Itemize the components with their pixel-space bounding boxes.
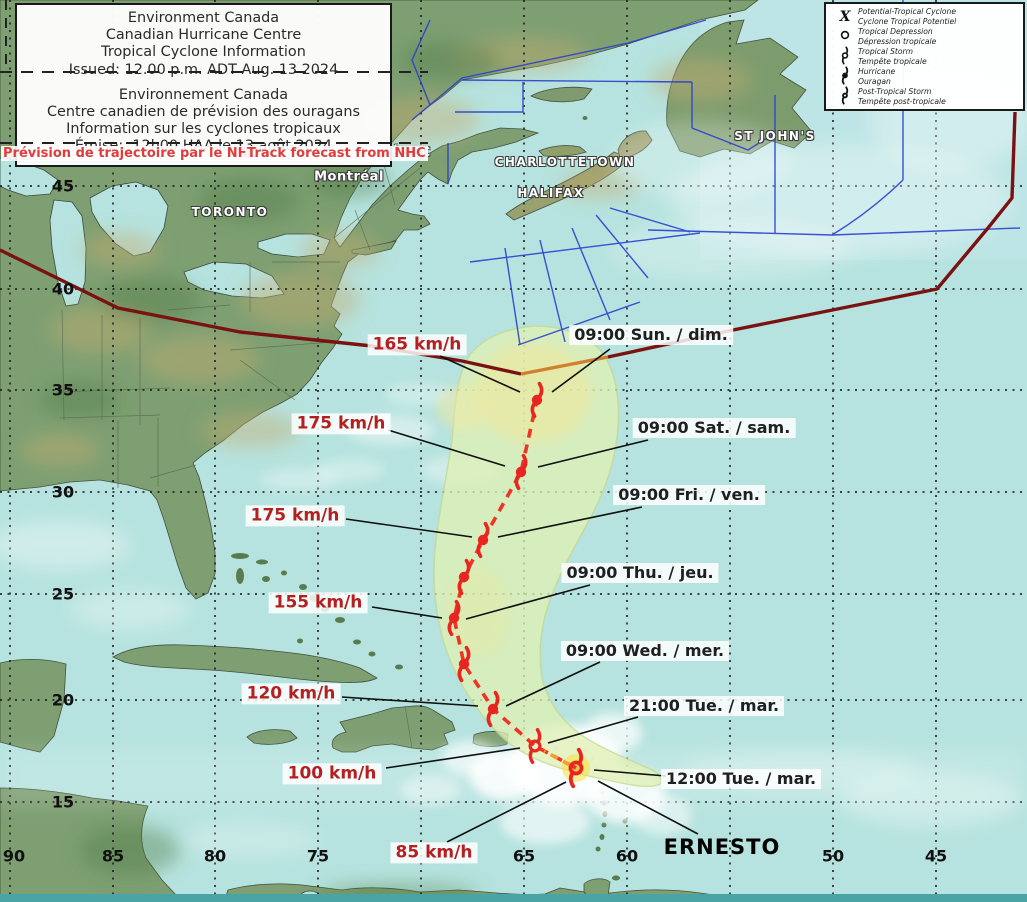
lon-label-50: 50: [821, 846, 845, 866]
info-box-english: Environment Canada Canadian Hurricane Ce…: [17, 5, 390, 79]
time-label-fri: 09:00 Fri. / ven.: [613, 485, 765, 505]
legend-item-text: Potential-Tropical Cyclone Cyclone Tropic…: [858, 7, 957, 26]
time-label-tue12: 12:00 Tue. / mar.: [660, 769, 822, 789]
divider-dash-bottom: [0, 142, 428, 144]
legend-item-post-tropical-storm: Post-Tropical Storm Tempête post-tropical…: [832, 85, 1023, 109]
lon-label-85: 85: [101, 846, 125, 866]
cone-inner-wind-field: [436, 343, 591, 658]
time-label-wed: 09:00 Wed. / mer.: [560, 641, 730, 661]
legend-item-text: Post-Tropical Storm Tempête post-tropical…: [858, 87, 946, 106]
lon-label-65: 65: [512, 846, 536, 866]
hurricane-icon: [832, 65, 858, 89]
info-box-french: Environnement Canada Centre canadien de …: [17, 79, 390, 156]
tropical-depression-icon: [832, 27, 858, 47]
political-borders: [59, 149, 421, 749]
agency-name-fr: Environnement Canada: [118, 86, 289, 103]
legend-item-tropical-depression: Tropical Depression Dépression tropicale: [832, 27, 1023, 47]
lon-label-80: 80: [203, 846, 227, 866]
map-bottom-strip: [0, 894, 1027, 902]
city-label-toronto: TORONTO: [191, 205, 269, 219]
time-label-sat: 09:00 Sat. / sam.: [632, 418, 796, 438]
legend-item-text: Tropical Storm Tempête tropicale: [858, 47, 927, 66]
time-label-tue21: 21:00 Tue. / mar.: [623, 696, 785, 716]
edge-dash-left: [5, 0, 7, 66]
post-tropical-storm-icon: [832, 85, 858, 109]
wind-label-fri: 175 km/h: [245, 505, 345, 527]
label-pointer-lines: [341, 348, 699, 843]
lon-label-90: 90: [2, 846, 26, 866]
agency-name-en: Environment Canada: [127, 10, 280, 26]
legend-item-text: Tropical Depression Dépression tropicale: [858, 27, 937, 46]
divider-dash-top: [0, 71, 428, 73]
potential-tropical-cyclone-icon: X: [839, 9, 851, 25]
lat-label-15: 15: [51, 792, 75, 812]
tropical-storm-icon: [832, 45, 858, 69]
city-label-montreal: Montréal: [314, 169, 384, 185]
lon-label-45: 45: [924, 846, 948, 866]
city-label-halifax: HALIFAX: [517, 186, 585, 200]
cuba: [112, 644, 378, 683]
lat-label-25: 25: [51, 584, 75, 604]
lat-label-35: 35: [51, 380, 75, 400]
lat-label-20: 20: [51, 690, 75, 710]
time-label-thu: 09:00 Thu. / jeu.: [561, 563, 719, 583]
centre-name-en: Canadian Hurricane Centre: [105, 27, 302, 44]
nhc-note-en: Track forecast from NHC: [245, 146, 428, 161]
legend-item-tropical-storm: Tropical Storm Tempête tropicale: [832, 45, 1023, 69]
storm-name-label: ERNESTO: [663, 835, 781, 859]
lat-label-30: 30: [51, 482, 75, 502]
anticosti-island: [530, 86, 593, 103]
boundary-orange-segment: [520, 355, 609, 376]
marine-zone-boundaries: [411, 0, 1021, 346]
lon-label-60: 60: [615, 846, 639, 866]
lon-label-75: 75: [306, 846, 330, 866]
lat-label-45: 45: [51, 176, 75, 196]
wind-label-tue21: 100 km/h: [282, 763, 382, 785]
wind-label-sun: 165 km/h: [367, 334, 467, 356]
product-name-en: Tropical Cyclone Information: [101, 44, 306, 61]
forecast-cone: [433, 325, 662, 787]
prince-edward-island: [538, 145, 587, 157]
lat-label-40: 40: [51, 279, 75, 299]
product-name-fr: Information sur les cyclones tropicaux: [66, 121, 341, 138]
legend-item-hurricane: Hurricane Ouragan: [832, 65, 1023, 89]
nhc-note-fr: Prévision de trajectoire par le NHC: [1, 146, 261, 161]
time-label-sun: 09:00 Sun. / dim.: [569, 325, 733, 345]
issued-time-en: Issued: 12.00 p.m. ADT Aug. 13 2024: [68, 61, 339, 78]
forecast-track-orange-segment: [543, 749, 571, 767]
city-label-charlottetown: CHARLOTTETOWN: [494, 155, 636, 169]
forecast-track-line: [452, 399, 577, 770]
legend-item-potential-tropical-cyclone: X Potential-Tropical Cyclone Cyclone Trop…: [832, 7, 1023, 27]
wind-label-sat: 175 km/h: [291, 413, 391, 435]
legend-item-text: Hurricane Ouragan: [858, 67, 896, 86]
wind-label-thu: 155 km/h: [268, 592, 368, 614]
legend-box: X Potential-Tropical Cyclone Cyclone Trop…: [824, 2, 1025, 111]
wind-label-tue12: 85 km/h: [390, 842, 478, 864]
wind-label-wed: 120 km/h: [241, 683, 341, 705]
centre-name-fr: Centre canadien de prévision des ouragan…: [47, 104, 360, 121]
jamaica: [246, 729, 298, 745]
city-label-stjohns: ST JOHN'S: [734, 129, 816, 143]
